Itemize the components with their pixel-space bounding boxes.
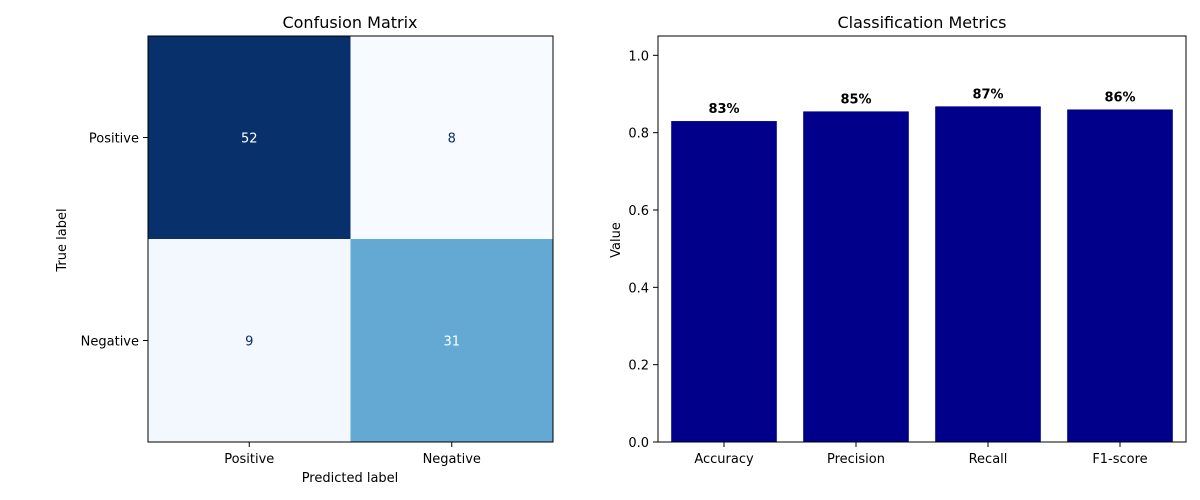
confusion-matrix-title: Confusion Matrix [282,13,417,32]
metric-bar [1067,109,1173,442]
metrics-chart-title: Classification Metrics [837,13,1006,32]
matrix-cell [350,239,553,442]
y-tick-label: 0.4 [628,281,649,296]
x-tick-label: Accuracy [694,452,754,467]
metrics-bars [671,106,1173,443]
metric-bar-label: 86% [1104,90,1135,105]
metrics-x-ticks: Accuracy Precision Recall F1-score [694,442,1148,467]
confusion-matrix-x-label: Predicted label [302,471,399,486]
metric-bar [935,106,1041,442]
confusion-matrix-x-ticks: Positive Negative [224,442,481,467]
metric-bar [803,111,909,443]
confusion-matrix-y-ticks: Positive Negative [81,132,148,350]
metric-bar-label: 85% [840,92,871,107]
y-tick-label: 0.6 [628,204,649,219]
x-tick-label: Positive [224,452,274,467]
matrix-cell-value: 8 [448,132,456,147]
matrix-cell-value: 9 [245,335,253,350]
metrics-y-ticks: 0.0 0.2 0.4 0.6 0.8 1.0 [628,49,658,451]
y-tick-label: 0.8 [628,127,649,142]
y-tick-label: Positive [89,132,139,147]
matrix-cell-value: 31 [443,335,460,350]
metric-bar-label: 83% [708,102,739,117]
y-tick-label: 0.2 [628,359,649,374]
x-tick-label: Recall [969,452,1008,467]
metrics-bar-labels: 83% 85% 87% 86% [708,87,1135,117]
x-tick-label: Negative [423,452,481,467]
matrix-cell [148,36,351,239]
matrix-cell-value: 52 [241,132,258,147]
metrics-axes-frame [657,35,1187,443]
y-tick-label: Negative [81,335,139,350]
confusion-matrix-frame [147,35,554,443]
metrics-bar-panel: Classification Metrics 0.0 0.2 0.4 0.6 0.8 1.… [609,13,1187,467]
x-tick-label: Precision [827,452,885,467]
matrix-cell [350,36,553,239]
confusion-matrix-panel: Confusion Matrix 52 8 9 31 Positive Negative… [55,13,554,486]
x-tick-label: F1-score [1092,452,1147,467]
confusion-matrix-cells: 52 8 9 31 [148,36,553,442]
matrix-cell [148,239,351,442]
y-tick-label: 0.0 [628,436,649,451]
y-tick-label: 1.0 [628,49,649,64]
confusion-matrix-y-label: True label [55,208,70,272]
metrics-y-label: Value [609,222,624,258]
metric-bar-label: 87% [972,87,1003,102]
metric-bar [671,121,777,443]
